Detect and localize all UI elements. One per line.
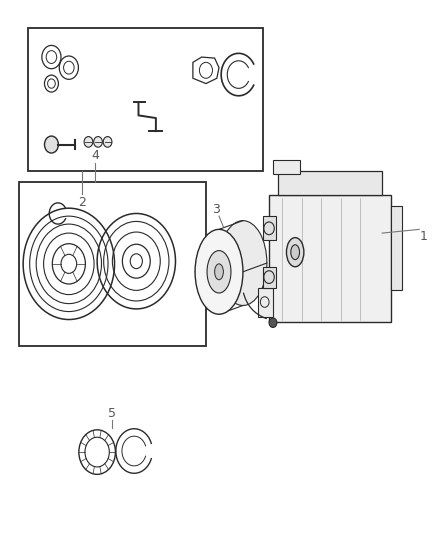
Ellipse shape [286, 238, 304, 266]
Bar [262, 216, 276, 240]
Bar [273, 160, 300, 174]
Circle shape [45, 136, 58, 153]
Bar [278, 171, 382, 195]
Circle shape [103, 136, 112, 147]
Circle shape [269, 318, 277, 327]
Ellipse shape [219, 221, 267, 305]
Text: 2: 2 [78, 196, 86, 209]
Ellipse shape [215, 264, 223, 280]
Text: 5: 5 [107, 407, 116, 421]
Bar [269, 195, 391, 322]
Circle shape [84, 136, 93, 147]
Bar [28, 28, 262, 171]
Text: 3: 3 [212, 203, 219, 216]
Bar [391, 206, 402, 290]
Bar [19, 182, 206, 346]
Bar [258, 288, 273, 317]
Circle shape [94, 136, 102, 147]
Bar [262, 266, 276, 288]
Ellipse shape [291, 245, 300, 260]
Ellipse shape [207, 251, 231, 293]
Ellipse shape [195, 229, 243, 314]
Text: 4: 4 [91, 149, 99, 161]
Text: 1: 1 [420, 230, 427, 243]
